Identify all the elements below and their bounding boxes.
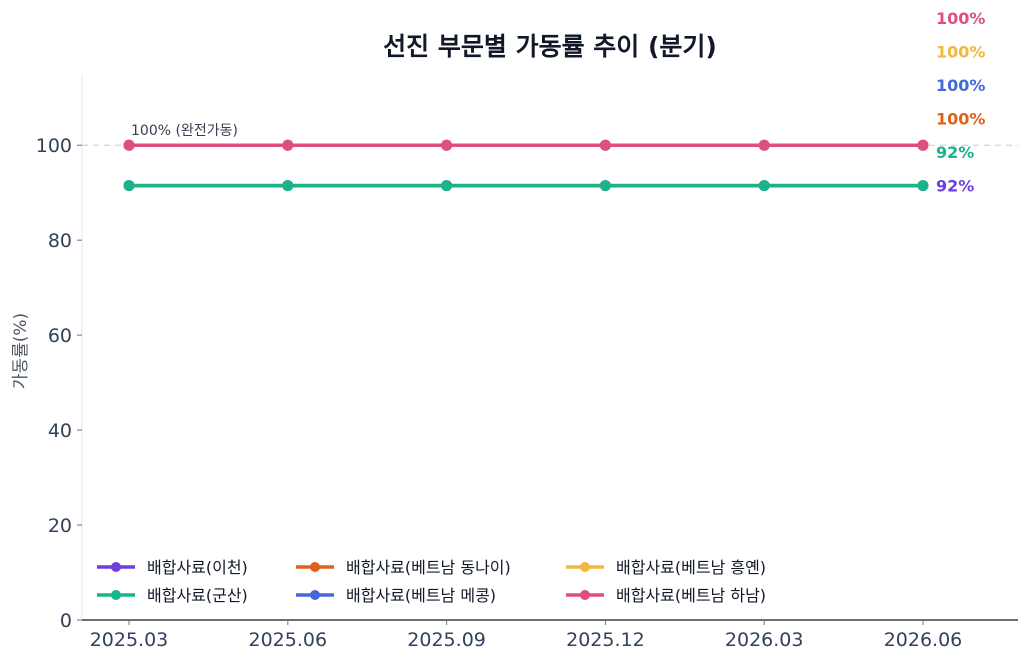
data-point	[441, 180, 453, 192]
legend-item: 배합사료(베트남 동나이)	[296, 558, 511, 577]
legend-label: 배합사료(이천)	[147, 558, 248, 577]
data-point	[758, 139, 770, 151]
legend-swatch-marker	[111, 590, 121, 600]
x-tick-label: 2026.03	[725, 629, 804, 651]
legend: 배합사료(이천) 배합사료(군산) 배합사료(베트남 동나이) 배합사료(베트남 메콩…	[97, 558, 766, 605]
x-tick-label: 2025.03	[90, 629, 169, 651]
x-tick-label: 2026.06	[884, 629, 963, 651]
end-label: 92%	[936, 143, 974, 162]
y-tick-label: 80	[48, 230, 72, 252]
data-point	[917, 139, 929, 151]
data-point	[282, 180, 294, 192]
x-tick-label: 2025.06	[249, 629, 328, 651]
chart-title: 선진 부문별 가동률 추이 (분기)	[383, 32, 717, 61]
end-label: 100%	[936, 9, 985, 28]
legend-item: 배합사료(베트남 하남)	[566, 586, 766, 605]
series-1	[123, 180, 929, 192]
legend-swatch-marker	[310, 562, 320, 572]
series-5	[123, 139, 929, 151]
legend-item: 배합사료(군산)	[97, 586, 248, 605]
legend-swatch-marker	[111, 562, 121, 572]
end-label: 100%	[936, 110, 985, 129]
legend-swatch-marker	[580, 562, 590, 572]
legend-label: 배합사료(군산)	[147, 586, 248, 605]
legend-label: 배합사료(베트남 하남)	[616, 586, 766, 605]
legend-item: 배합사료(베트남 흥옌)	[566, 558, 766, 577]
data-point	[599, 180, 611, 192]
data-point	[123, 180, 135, 192]
legend-label: 배합사료(베트남 흥옌)	[616, 558, 766, 577]
data-point	[441, 139, 453, 151]
legend-swatch-marker	[310, 590, 320, 600]
legend-label: 배합사료(베트남 동나이)	[346, 558, 511, 577]
x-tick-label: 2025.12	[566, 629, 645, 651]
y-tick-label: 40	[48, 420, 72, 442]
end-label: 92%	[936, 177, 974, 196]
y-tick-label: 100	[36, 135, 72, 157]
legend-item: 배합사료(이천)	[97, 558, 248, 577]
legend-swatch-marker	[580, 590, 590, 600]
y-tick-label: 0	[60, 610, 72, 632]
legend-label: 배합사료(베트남 메콩)	[346, 586, 496, 605]
end-label: 100%	[936, 76, 985, 95]
reference-line-label: 100% (완전가동)	[131, 123, 238, 139]
end-label: 100%	[936, 43, 985, 62]
y-tick-label: 60	[48, 325, 72, 347]
x-tick-label: 2025.09	[407, 629, 486, 651]
legend-item: 배합사료(베트남 메콩)	[296, 586, 496, 605]
data-point	[599, 139, 611, 151]
data-point	[282, 139, 294, 151]
y-axis-label: 가동률(%)	[11, 313, 31, 389]
data-point	[123, 139, 135, 151]
data-point	[917, 180, 929, 192]
data-point	[758, 180, 770, 192]
y-tick-label: 20	[48, 515, 72, 537]
